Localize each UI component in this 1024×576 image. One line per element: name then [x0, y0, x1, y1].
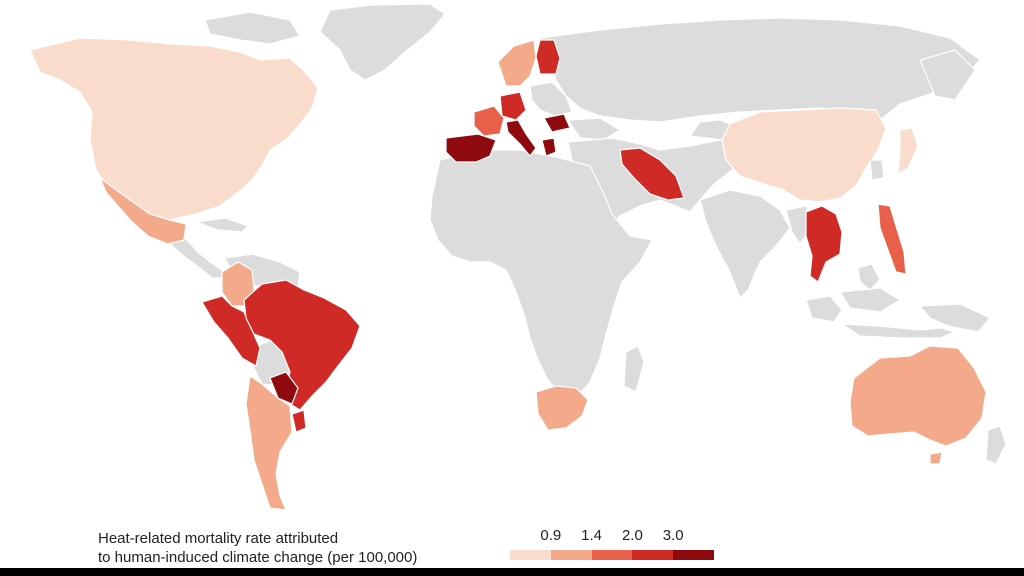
region-iran [619, 147, 685, 201]
region-australia [849, 345, 987, 447]
bottom-letterbox-band [0, 568, 1024, 576]
region-tasmania [929, 451, 943, 465]
region-romania [543, 113, 571, 133]
region-south-africa [535, 385, 589, 431]
legend-swatch-5 [673, 550, 714, 560]
legend-tick-labels: 0.9 1.4 2.0 3.0 [510, 527, 714, 547]
region-japan [897, 127, 919, 175]
region-mexico [99, 177, 187, 245]
region-philippines [877, 203, 907, 275]
region-germany [499, 91, 527, 121]
legend-title-line-1: Heat-related mortality rate attributed [98, 530, 339, 547]
region-chile-argentina [245, 375, 293, 511]
region-brazil [243, 279, 361, 411]
legend-color-scale [510, 550, 714, 560]
region-se-asia [805, 205, 843, 283]
region-peru-ecuador [201, 295, 261, 367]
colored-regions [29, 37, 987, 511]
legend-swatch-4 [632, 550, 674, 560]
region-north-america [29, 37, 319, 221]
region-paraguay [269, 371, 299, 405]
region-china [721, 107, 887, 203]
legend-tick-0: 0.9 [540, 527, 562, 544]
region-greece [541, 137, 557, 157]
region-uruguay [291, 409, 307, 433]
region-scandinavia [497, 39, 537, 87]
legend-tick-3: 3.0 [662, 527, 684, 544]
legend-swatch-1 [510, 550, 551, 560]
region-france [473, 105, 505, 137]
legend-tick-1: 1.4 [581, 527, 603, 544]
legend-tick-2: 2.0 [621, 527, 643, 544]
legend-swatch-3 [591, 550, 633, 560]
legend-swatch-2 [550, 550, 592, 560]
region-iberia [445, 133, 497, 163]
legend-title: Heat-related mortality rate attributed t… [98, 529, 417, 567]
legend-title-line-2: to human-induced climate change (per 100… [98, 549, 418, 566]
region-italy [505, 119, 537, 157]
